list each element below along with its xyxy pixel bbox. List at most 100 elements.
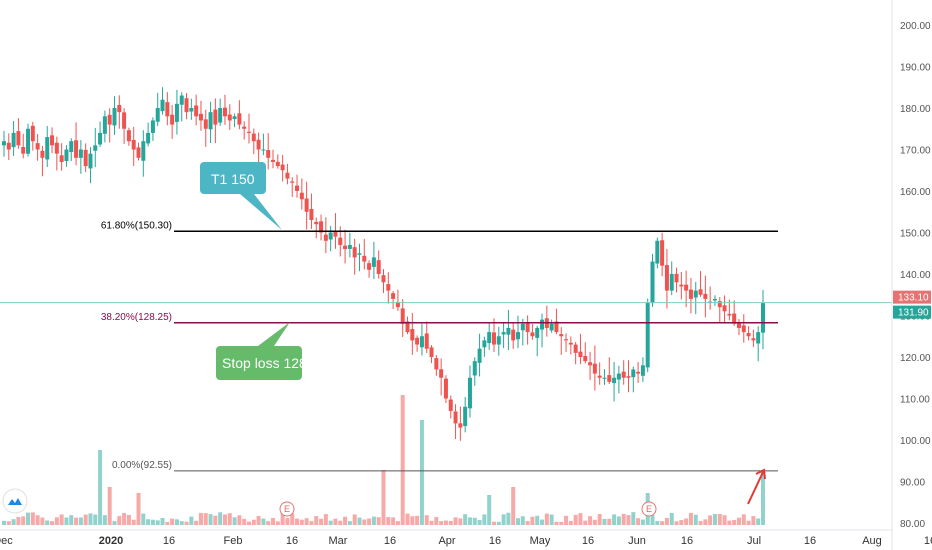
volume-bar: [688, 512, 693, 525]
candle-body: [640, 365, 645, 376]
candle-body: [636, 371, 641, 374]
earnings-marker-2[interactable]: E: [641, 501, 657, 517]
volume-bar: [525, 521, 530, 525]
volume-bar: [290, 513, 295, 525]
volume-bar: [554, 521, 559, 525]
candle-body: [112, 108, 117, 126]
candle-body: [674, 273, 679, 283]
y-tick-label: 110.00: [900, 395, 930, 406]
candle-body: [2, 141, 6, 146]
volume-bar: [280, 512, 285, 525]
candle-body: [588, 362, 593, 366]
volume-bar: [564, 515, 569, 525]
volume-bar: [328, 520, 333, 525]
candle-body: [578, 351, 583, 357]
t1-callout[interactable]: T1 150: [200, 162, 282, 230]
candle-body: [415, 337, 420, 345]
x-tick-label: Feb: [224, 535, 243, 547]
volume-bar: [463, 514, 468, 525]
volume-bar: [179, 521, 184, 525]
fib-label: 61.80%(150.30): [101, 220, 172, 231]
volume-bar: [304, 518, 309, 525]
volume-bar: [405, 513, 410, 525]
candle-body: [669, 274, 674, 291]
svg-text:E: E: [646, 504, 652, 514]
candle-body: [266, 150, 271, 158]
candle-body: [117, 104, 122, 113]
volume-bar: [222, 514, 227, 525]
volume-bar: [35, 515, 40, 525]
candle-body: [155, 108, 160, 122]
candle-body: [150, 120, 155, 133]
volume-bar: [443, 520, 448, 525]
volume-bar: [338, 520, 343, 525]
volume-bar: [251, 519, 256, 525]
x-tick-label: 16: [489, 535, 501, 547]
tradingview-logo: [2, 488, 28, 514]
volume-bar: [655, 521, 660, 525]
candle-body: [78, 149, 83, 158]
volume-bar: [621, 513, 626, 525]
volume-bar: [285, 518, 290, 525]
candle-body: [736, 323, 741, 328]
volume-bar: [150, 519, 155, 525]
candle-body: [516, 332, 521, 340]
volume-bar: [232, 517, 237, 525]
candle-body: [405, 321, 410, 333]
candle-body: [357, 253, 362, 255]
volume-bar: [146, 519, 151, 525]
volume-bar: [6, 521, 11, 525]
volume-bar: [314, 516, 319, 525]
candle-body: [6, 142, 11, 150]
volume-bar: [698, 521, 703, 525]
volume-bar: [93, 514, 98, 525]
candle-body: [131, 139, 136, 150]
x-tick-label: Jul: [747, 535, 761, 547]
volume-bar: [83, 514, 88, 525]
candle-body: [83, 149, 88, 167]
volume-bar: [376, 517, 381, 525]
volume-bar: [482, 514, 487, 525]
volume-bar: [549, 514, 554, 525]
candle-body: [568, 342, 573, 345]
volume-bar: [669, 512, 674, 525]
volume-bar: [703, 519, 708, 525]
candle-body: [482, 340, 487, 348]
earnings-marker-1[interactable]: E: [279, 501, 295, 517]
candle-body: [453, 411, 458, 424]
volume-bar: [453, 517, 458, 525]
candle-body: [741, 325, 746, 333]
candle-body: [722, 305, 727, 312]
x-tick-label: 16: [384, 535, 396, 547]
volume-bar: [511, 487, 516, 525]
candle-body: [343, 245, 348, 250]
volume-bar: [448, 520, 453, 525]
volume-bar: [391, 517, 396, 525]
candle-body: [424, 333, 429, 349]
volume-bar: [64, 517, 69, 525]
volume-bar: [309, 521, 314, 525]
volume-bar: [347, 521, 352, 525]
volume-bar: [2, 520, 6, 525]
candle-body: [227, 114, 232, 121]
volume-bar: [11, 519, 16, 525]
candle-body: [122, 112, 127, 129]
volume-bar: [578, 513, 583, 525]
candle-body: [501, 332, 506, 335]
volume-bar: [727, 520, 732, 525]
volume-bar: [684, 518, 689, 525]
y-axis: 200.00 190.00 180.00 170.00 160.00 150.00 140.…: [891, 0, 931, 550]
x-tick-label: Apr: [438, 535, 455, 547]
candle-body: [467, 377, 472, 409]
volume-bar: [69, 515, 74, 525]
volume-bar: [386, 517, 391, 525]
candle-body: [712, 298, 717, 301]
volume-bar: [410, 516, 415, 525]
volume-bar: [30, 512, 35, 525]
volume-bar: [160, 517, 165, 525]
volume-bar: [597, 514, 602, 525]
volume-bar: [660, 521, 665, 525]
stop-loss-callout[interactable]: Stop loss 128: [216, 322, 307, 380]
candle-body: [395, 301, 400, 308]
